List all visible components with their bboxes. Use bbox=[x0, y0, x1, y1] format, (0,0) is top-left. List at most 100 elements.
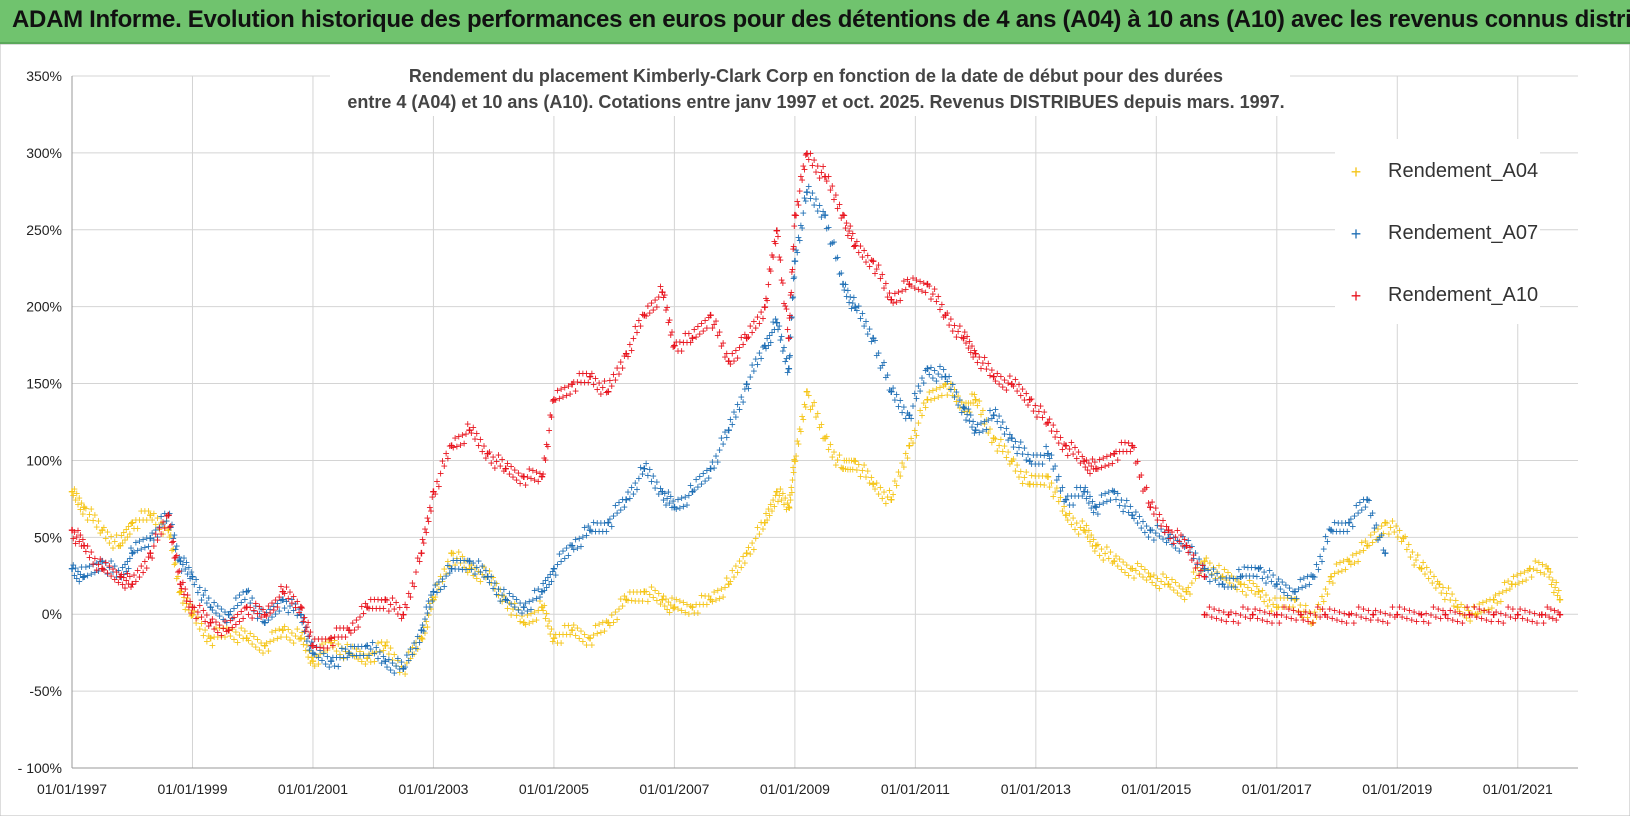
data-point: + bbox=[315, 657, 322, 671]
data-point: + bbox=[1279, 575, 1286, 589]
data-point: + bbox=[691, 606, 698, 620]
data-point: + bbox=[1546, 570, 1553, 584]
data-point: + bbox=[650, 303, 657, 317]
data-point: + bbox=[1246, 569, 1253, 583]
data-point: + bbox=[558, 554, 565, 568]
data-point: + bbox=[1023, 465, 1030, 479]
data-point: + bbox=[1057, 431, 1064, 445]
data-point: + bbox=[866, 322, 873, 336]
data-point: + bbox=[138, 559, 145, 573]
data-point: + bbox=[511, 600, 518, 614]
data-point: + bbox=[1376, 529, 1383, 543]
data-point: + bbox=[603, 525, 610, 539]
data-point: + bbox=[400, 661, 408, 676]
data-point: + bbox=[475, 438, 482, 452]
data-point: + bbox=[758, 305, 765, 319]
data-point: + bbox=[839, 461, 847, 476]
data-point: + bbox=[1199, 562, 1206, 576]
data-point: + bbox=[380, 643, 387, 657]
data-point: + bbox=[911, 281, 918, 295]
data-point: + bbox=[166, 506, 173, 520]
data-point: + bbox=[351, 623, 358, 637]
data-point: + bbox=[292, 629, 299, 643]
data-point: + bbox=[1128, 507, 1136, 522]
data-point: + bbox=[106, 561, 113, 575]
data-point: + bbox=[886, 483, 893, 497]
data-point: + bbox=[331, 659, 338, 673]
data-point: + bbox=[554, 557, 561, 571]
data-point: + bbox=[1096, 548, 1103, 562]
data-point: + bbox=[579, 530, 586, 544]
data-point: + bbox=[126, 527, 133, 541]
data-point: + bbox=[261, 607, 269, 622]
data-point: + bbox=[937, 381, 944, 395]
data-point: + bbox=[795, 198, 802, 212]
data-point: + bbox=[800, 412, 807, 426]
data-point: + bbox=[318, 637, 325, 651]
data-point: + bbox=[311, 632, 318, 646]
data-point: + bbox=[450, 547, 457, 561]
data-point: + bbox=[1003, 451, 1010, 465]
data-point: + bbox=[684, 597, 691, 611]
data-point: + bbox=[567, 387, 574, 401]
data-point: + bbox=[788, 285, 795, 299]
data-point: + bbox=[385, 653, 392, 667]
data-point: + bbox=[294, 594, 301, 608]
data-point: + bbox=[143, 513, 150, 527]
data-point: + bbox=[648, 580, 655, 594]
data-point: + bbox=[1057, 490, 1064, 504]
data-point: + bbox=[1070, 498, 1077, 512]
data-point: + bbox=[128, 546, 136, 561]
data-point: + bbox=[843, 289, 850, 303]
data-point: + bbox=[353, 613, 360, 627]
data-point: + bbox=[416, 631, 423, 645]
data-point: + bbox=[771, 322, 778, 336]
data-point: + bbox=[1163, 535, 1170, 549]
data-point: + bbox=[1503, 584, 1510, 598]
data-point: + bbox=[531, 473, 538, 487]
data-point: + bbox=[283, 594, 290, 608]
data-point: + bbox=[768, 325, 775, 339]
data-point: + bbox=[568, 377, 576, 392]
data-point: + bbox=[915, 416, 922, 430]
data-point: + bbox=[1205, 564, 1212, 578]
data-point: + bbox=[1068, 518, 1075, 532]
data-point: + bbox=[581, 627, 588, 641]
data-point: + bbox=[541, 599, 548, 613]
data-point: + bbox=[821, 207, 829, 222]
data-point: + bbox=[132, 513, 139, 527]
data-point: + bbox=[915, 282, 922, 296]
data-point: + bbox=[434, 474, 441, 488]
data-point: + bbox=[75, 523, 82, 537]
data-point: + bbox=[412, 642, 419, 656]
data-point: + bbox=[929, 384, 936, 398]
data-point: + bbox=[841, 208, 848, 222]
data-point: + bbox=[1161, 578, 1168, 592]
data-point: + bbox=[576, 631, 583, 645]
data-point: + bbox=[315, 632, 322, 646]
data-point: + bbox=[363, 638, 371, 653]
data-point: + bbox=[778, 493, 785, 507]
data-point: + bbox=[1107, 545, 1114, 559]
data-point: + bbox=[1221, 580, 1228, 594]
data-point: + bbox=[891, 393, 898, 407]
data-point: + bbox=[585, 375, 592, 389]
data-point: + bbox=[570, 375, 577, 389]
data-point: + bbox=[800, 206, 807, 220]
data-point: + bbox=[529, 593, 536, 607]
data-point: + bbox=[220, 621, 227, 635]
data-point: + bbox=[946, 382, 953, 396]
data-point: + bbox=[300, 611, 307, 625]
data-point: + bbox=[170, 532, 177, 546]
data-point: + bbox=[300, 638, 307, 652]
data-point: + bbox=[565, 619, 572, 633]
data-point: + bbox=[1347, 512, 1354, 526]
data-point: + bbox=[671, 338, 679, 353]
data-point: + bbox=[848, 232, 855, 246]
data-point: + bbox=[632, 594, 639, 608]
data-point: + bbox=[102, 556, 109, 570]
data-point: + bbox=[1134, 516, 1141, 530]
data-point: + bbox=[439, 575, 446, 589]
data-point: + bbox=[563, 389, 570, 403]
data-point: + bbox=[732, 410, 739, 424]
